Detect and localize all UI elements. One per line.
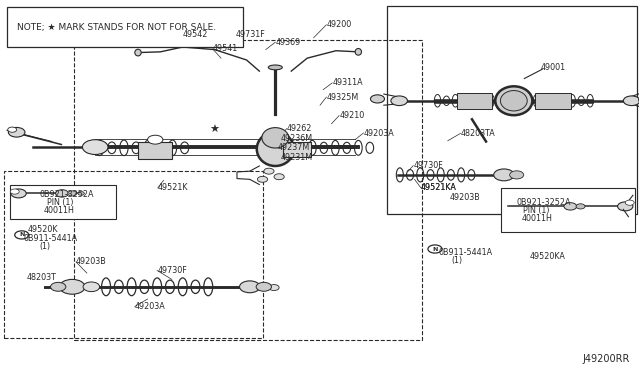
Ellipse shape	[355, 48, 362, 55]
Text: 49237M: 49237M	[277, 143, 310, 152]
Circle shape	[564, 203, 577, 210]
Text: 49521K: 49521K	[158, 183, 188, 192]
Text: N: N	[19, 232, 24, 237]
Circle shape	[11, 189, 26, 198]
Text: J49200RR: J49200RR	[582, 354, 630, 364]
Text: 49236M: 49236M	[280, 134, 312, 143]
Text: 49200: 49200	[326, 20, 351, 29]
Circle shape	[493, 169, 514, 181]
Text: 49210: 49210	[339, 111, 364, 120]
Text: 48203TA: 48203TA	[461, 129, 495, 138]
Circle shape	[78, 192, 84, 195]
FancyBboxPatch shape	[457, 93, 492, 109]
Text: N: N	[432, 247, 438, 251]
Text: 49325M: 49325M	[326, 93, 358, 102]
Text: 49203B: 49203B	[76, 257, 107, 266]
Text: (1): (1)	[39, 241, 50, 250]
Circle shape	[8, 127, 17, 132]
FancyBboxPatch shape	[283, 142, 311, 157]
Circle shape	[56, 190, 68, 197]
Circle shape	[257, 176, 268, 182]
Ellipse shape	[500, 90, 527, 111]
Text: ★: ★	[210, 125, 220, 135]
Circle shape	[639, 96, 640, 104]
Text: 49231M: 49231M	[280, 153, 312, 161]
Circle shape	[623, 96, 640, 106]
Circle shape	[371, 95, 385, 103]
FancyBboxPatch shape	[138, 142, 173, 159]
Circle shape	[509, 171, 524, 179]
Text: 49542: 49542	[182, 29, 208, 39]
Ellipse shape	[262, 128, 289, 148]
FancyBboxPatch shape	[387, 6, 637, 214]
Circle shape	[148, 135, 163, 144]
Text: 49730F: 49730F	[413, 161, 443, 170]
Text: 0B921-3252A: 0B921-3252A	[516, 198, 571, 207]
Text: 49520K: 49520K	[28, 225, 58, 234]
Text: 49001: 49001	[540, 63, 566, 72]
Text: 49262: 49262	[287, 124, 312, 133]
Text: 49520KA: 49520KA	[529, 252, 565, 261]
Circle shape	[256, 282, 271, 291]
Circle shape	[83, 140, 108, 154]
Circle shape	[269, 285, 279, 291]
Text: 49203B: 49203B	[450, 193, 481, 202]
Circle shape	[239, 281, 260, 293]
Text: 0B921-3252A: 0B921-3252A	[39, 190, 93, 199]
Text: 49521KA: 49521KA	[421, 183, 457, 192]
Ellipse shape	[257, 132, 294, 166]
Text: NOTE; ★ MARK STANDS FOR NOT FOR SALE.: NOTE; ★ MARK STANDS FOR NOT FOR SALE.	[17, 23, 216, 32]
FancyBboxPatch shape	[10, 185, 116, 219]
Text: 49203A: 49203A	[364, 128, 394, 138]
FancyBboxPatch shape	[500, 188, 635, 232]
Text: 40011H: 40011H	[521, 214, 552, 223]
Ellipse shape	[268, 65, 282, 70]
Ellipse shape	[135, 49, 141, 56]
Circle shape	[576, 204, 585, 209]
Text: 49311A: 49311A	[332, 78, 363, 87]
Circle shape	[60, 279, 85, 294]
Text: 0B911-5441A: 0B911-5441A	[23, 234, 77, 243]
Circle shape	[51, 282, 66, 291]
Circle shape	[68, 191, 77, 196]
Text: 49521KA: 49521KA	[421, 183, 457, 192]
Circle shape	[83, 282, 100, 292]
Text: (1): (1)	[451, 256, 462, 264]
Circle shape	[618, 202, 633, 211]
Text: 49541: 49541	[212, 44, 238, 53]
Circle shape	[428, 245, 442, 253]
Ellipse shape	[495, 86, 532, 115]
Text: 40011H: 40011H	[44, 206, 75, 215]
Circle shape	[391, 96, 408, 106]
Text: PIN (1): PIN (1)	[47, 198, 73, 207]
Text: 49369: 49369	[275, 38, 301, 47]
Text: 48203T: 48203T	[26, 273, 56, 282]
Text: 49203A: 49203A	[135, 302, 166, 311]
Text: 49731F: 49731F	[236, 29, 266, 39]
Circle shape	[15, 231, 29, 239]
Circle shape	[8, 128, 25, 137]
Circle shape	[274, 174, 284, 180]
Text: 49730F: 49730F	[157, 266, 187, 275]
Circle shape	[264, 168, 274, 174]
FancyBboxPatch shape	[7, 7, 243, 47]
Text: PIN (1): PIN (1)	[523, 206, 550, 215]
Circle shape	[10, 189, 19, 194]
Text: 0B911-5441A: 0B911-5441A	[438, 248, 492, 257]
Circle shape	[625, 200, 634, 205]
FancyBboxPatch shape	[535, 93, 571, 109]
